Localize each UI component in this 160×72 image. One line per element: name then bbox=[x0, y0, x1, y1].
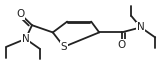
Text: N: N bbox=[137, 22, 145, 32]
Text: O: O bbox=[17, 9, 25, 19]
Text: S: S bbox=[61, 42, 67, 52]
Text: O: O bbox=[117, 40, 126, 50]
Text: N: N bbox=[22, 34, 29, 44]
